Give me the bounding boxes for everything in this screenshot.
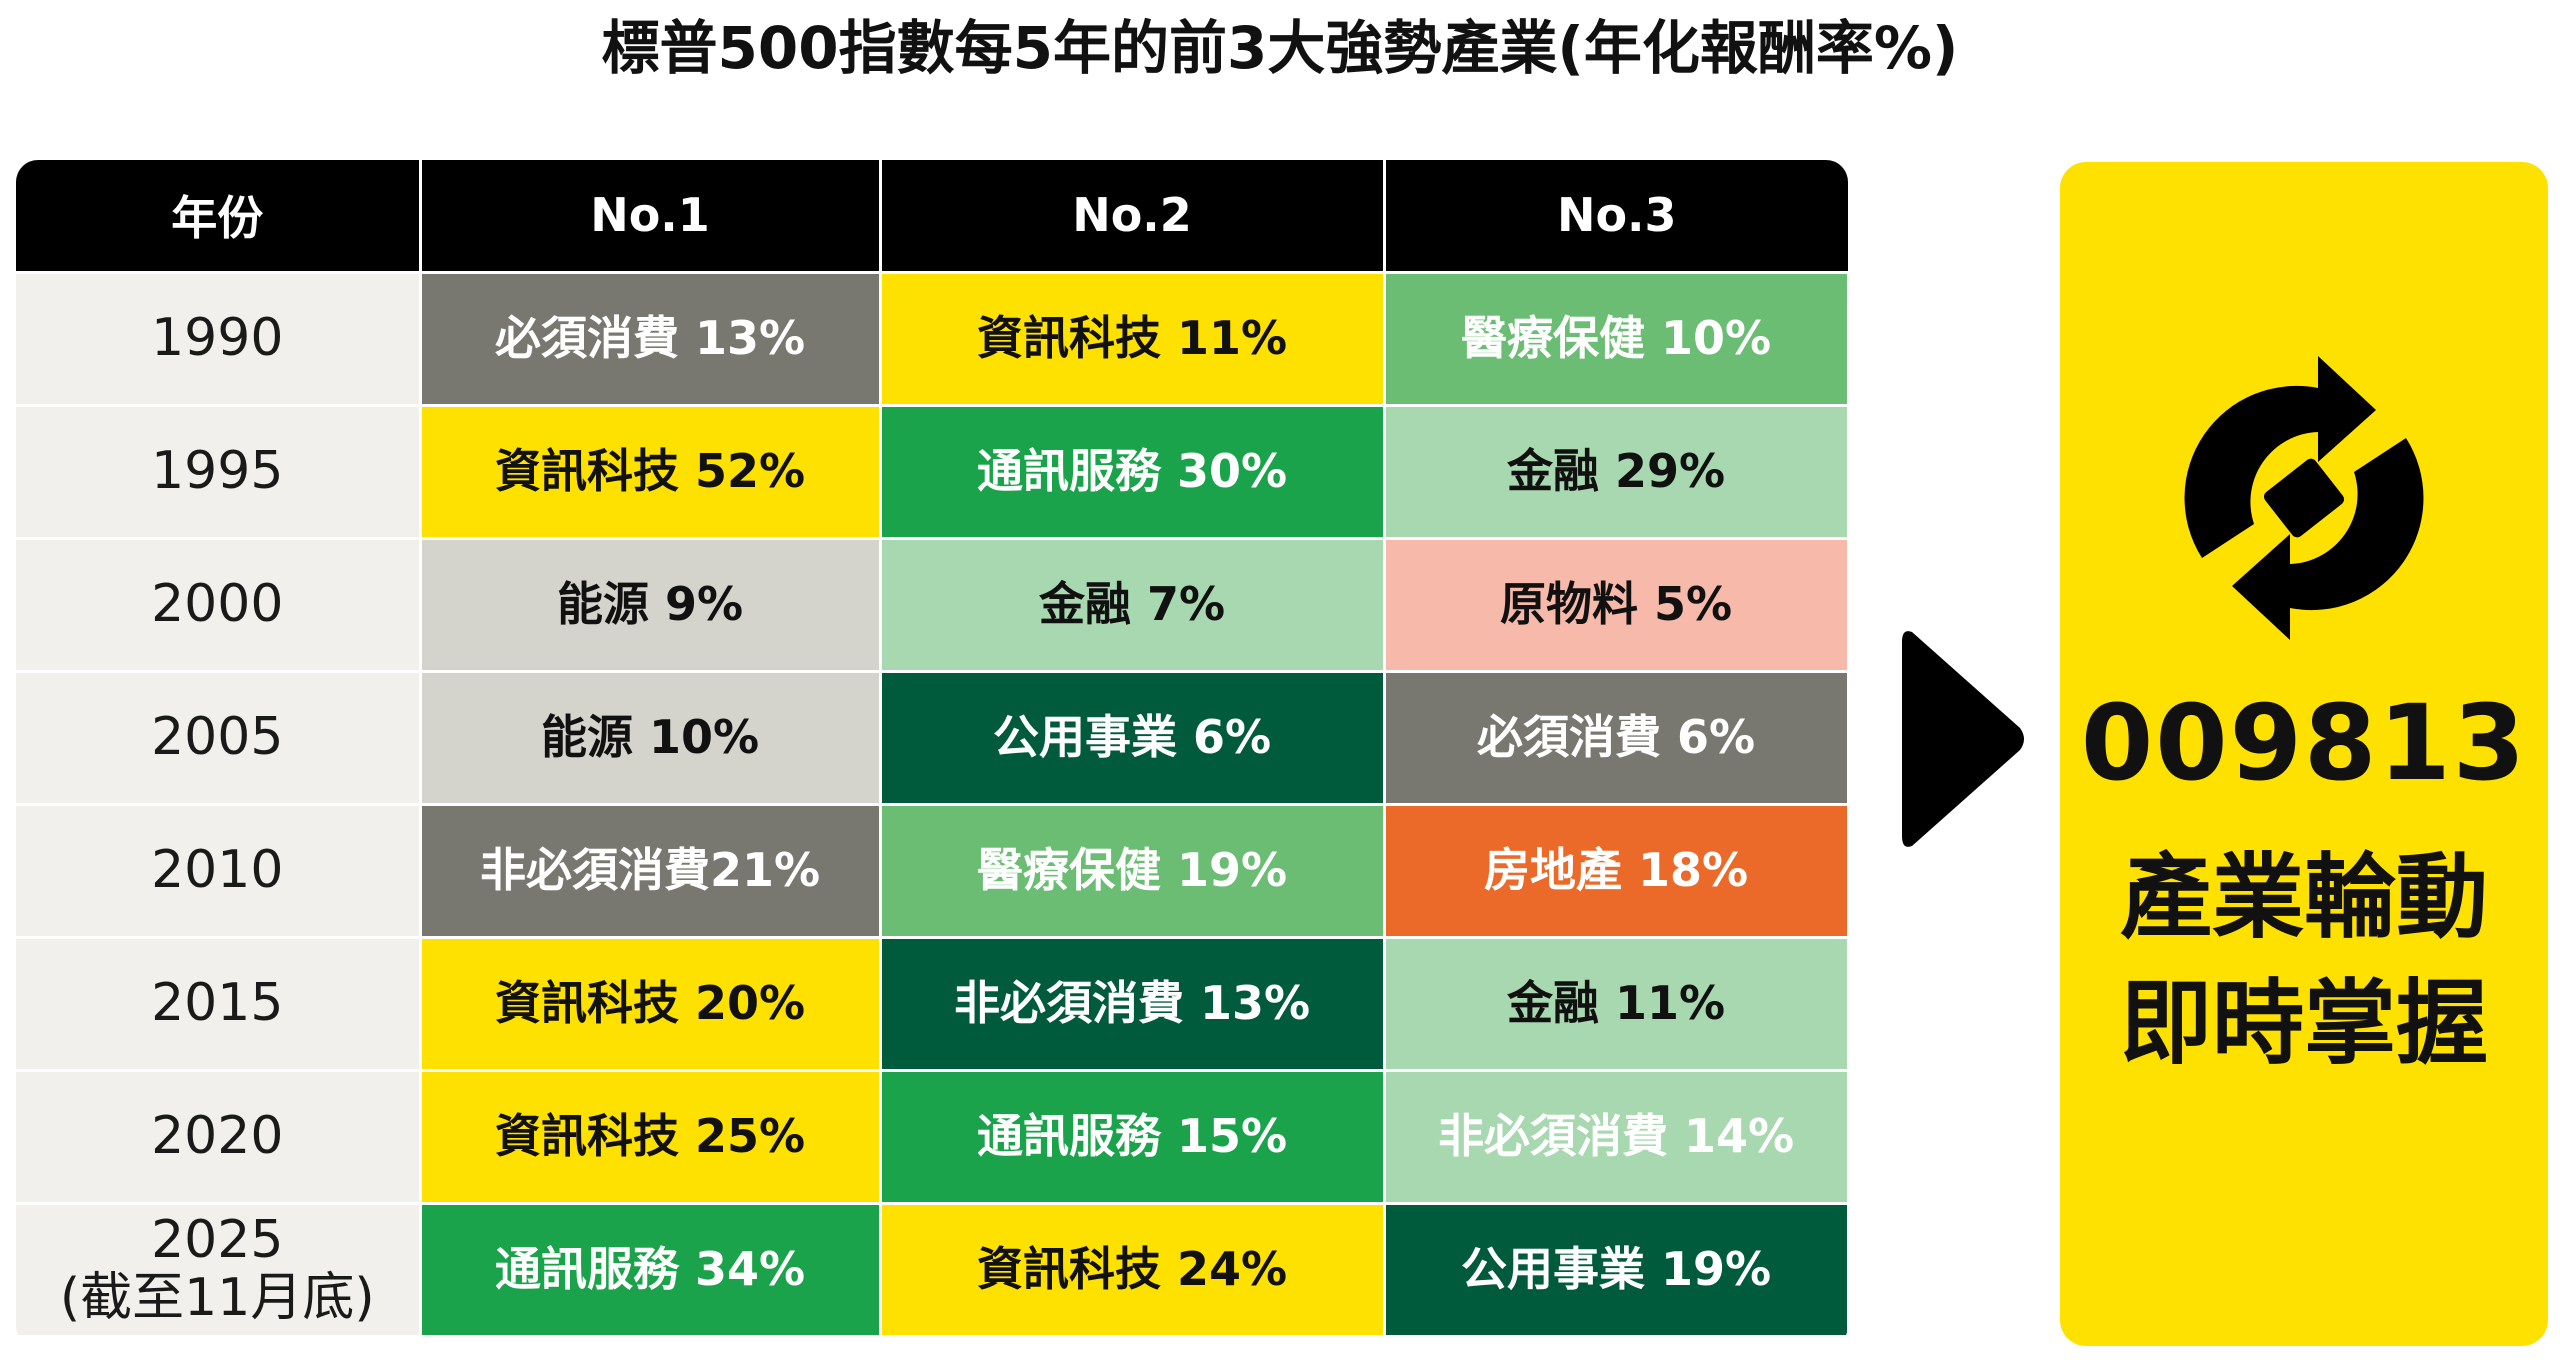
sector-cell-rank-3: 非必須消費 14% [1382, 1068, 1848, 1205]
year-label: 1995 [151, 440, 284, 501]
year-cell: 2005 [16, 669, 422, 806]
year-cell: 2020 [16, 1068, 422, 1205]
sector-cell-rank-1: 能源 10% [418, 669, 882, 806]
fund-code: 009813 [2080, 682, 2528, 804]
sector-cell-rank-2: 金融 7% [878, 536, 1386, 673]
sector-cell-rank-3: 金融 29% [1382, 403, 1848, 540]
year-cell: 1995 [16, 403, 422, 540]
side-panel: 009813 產業輪動 即時掌握 [2060, 162, 2548, 1346]
year-label: 2015 [151, 972, 284, 1033]
sector-cell-rank-2: 非必須消費 13% [878, 935, 1386, 1072]
year-label: 2010 [151, 839, 284, 900]
year-label: 2005 [151, 706, 284, 767]
sector-cell-rank-1: 必須消費 13% [418, 270, 882, 407]
column-header-no1: No.1 [418, 160, 880, 272]
column-header-no2: No.2 [878, 160, 1384, 272]
sector-cell-rank-3: 必須消費 6% [1382, 669, 1848, 806]
table-body: 1990 必須消費 13% 資訊科技 11% 醫療保健 10% 1995 資訊科技 52%… [16, 270, 1848, 1338]
year-label: 2025 [151, 1210, 284, 1271]
column-header-no3: No.3 [1382, 160, 1848, 272]
table-row: 2020 資訊科技 25% 通訊服務 15% 非必須消費 14% [16, 1068, 1848, 1205]
sector-cell-rank-1: 非必須消費21% [418, 802, 882, 939]
year-label: 2000 [151, 573, 284, 634]
sector-cell-rank-1: 通訊服務 34% [418, 1201, 882, 1338]
chart-title: 標普500指數每5年的前3大強勢產業(年化報酬率%) [601, 14, 1959, 82]
play-arrow-icon [1902, 631, 2024, 847]
slogan-line-2: 即時掌握 [2119, 970, 2488, 1077]
table-row: 2015 資訊科技 20% 非必須消費 13% 金融 11% [16, 935, 1848, 1072]
sector-cell-rank-3: 金融 11% [1382, 935, 1848, 1072]
year-note: (截至11月底) [59, 1267, 375, 1328]
rotation-cycle-icon [2184, 356, 2424, 640]
sector-cell-rank-3: 原物料 5% [1382, 536, 1848, 673]
year-label: 1990 [151, 307, 284, 368]
sector-cell-rank-2: 醫療保健 19% [878, 802, 1386, 939]
sector-cell-rank-2: 資訊科技 11% [878, 270, 1386, 407]
sector-cell-rank-1: 資訊科技 52% [418, 403, 882, 540]
table-header-row: 年份 No.1 No.2 No.3 [16, 160, 1848, 272]
table-row: 1990 必須消費 13% 資訊科技 11% 醫療保健 10% [16, 270, 1848, 407]
table-row: 1995 資訊科技 52% 通訊服務 30% 金融 29% [16, 403, 1848, 540]
sector-ranking-table-wrap: 年份 No.1 No.2 No.3 1990 必須消費 13% 資訊科技 11% 醫療… [16, 160, 1848, 1348]
sector-cell-rank-3: 醫療保健 10% [1382, 270, 1848, 407]
sector-cell-rank-1: 資訊科技 20% [418, 935, 882, 1072]
sector-cell-rank-2: 通訊服務 30% [878, 403, 1386, 540]
slogan-line-1: 產業輪動 [2119, 844, 2488, 951]
sector-cell-rank-2: 公用事業 6% [878, 669, 1386, 806]
sector-cell-rank-1: 資訊科技 25% [418, 1068, 882, 1205]
year-cell: 2025 (截至11月底) [16, 1201, 422, 1338]
year-cell: 2010 [16, 802, 422, 939]
table-row: 2010 非必須消費21% 醫療保健 19% 房地產 18% [16, 802, 1848, 939]
sector-cell-rank-1: 能源 9% [418, 536, 882, 673]
year-cell: 1990 [16, 270, 422, 407]
sector-ranking-table: 年份 No.1 No.2 No.3 1990 必須消費 13% 資訊科技 11% 醫療… [16, 160, 1848, 1338]
year-cell: 2015 [16, 935, 422, 1072]
table-row: 2025 (截至11月底) 通訊服務 34% 資訊科技 24% 公用事業 19% [16, 1201, 1848, 1338]
sector-cell-rank-3: 公用事業 19% [1382, 1201, 1848, 1338]
sector-cell-rank-2: 通訊服務 15% [878, 1068, 1386, 1205]
table-row: 2005 能源 10% 公用事業 6% 必須消費 6% [16, 669, 1848, 806]
sector-cell-rank-3: 房地產 18% [1382, 802, 1848, 939]
table-row: 2000 能源 9% 金融 7% 原物料 5% [16, 536, 1848, 673]
column-header-year: 年份 [16, 160, 420, 272]
year-cell: 2000 [16, 536, 422, 673]
sector-cell-rank-2: 資訊科技 24% [878, 1201, 1386, 1338]
year-label: 2020 [151, 1105, 284, 1166]
